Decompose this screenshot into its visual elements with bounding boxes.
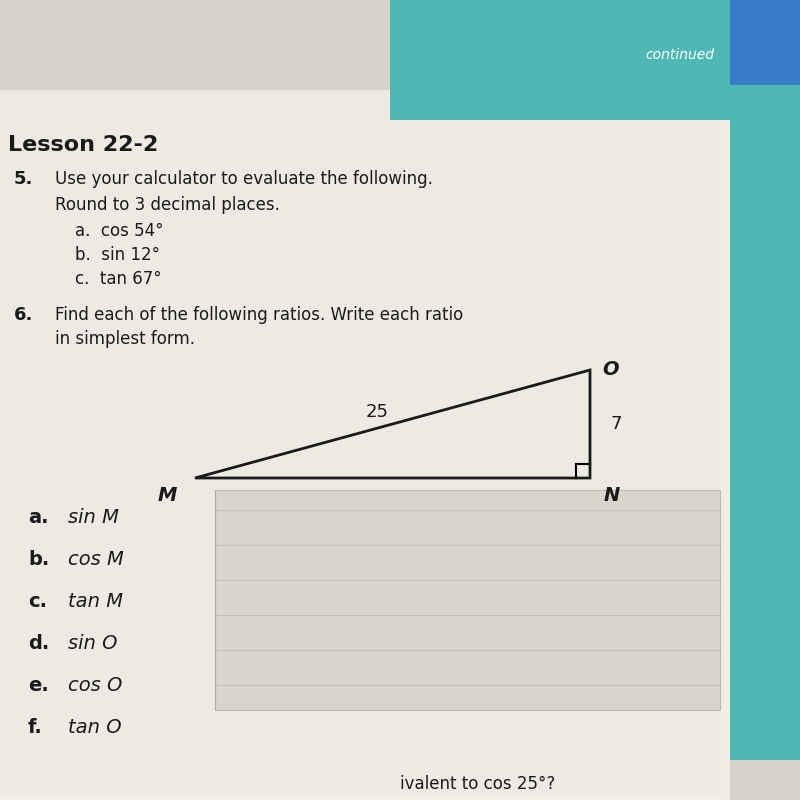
Text: cos O: cos O bbox=[68, 676, 122, 695]
Text: b.: b. bbox=[28, 550, 50, 569]
Text: Round to 3 decimal places.: Round to 3 decimal places. bbox=[55, 196, 280, 214]
Text: 7: 7 bbox=[610, 415, 622, 433]
Text: sin O: sin O bbox=[68, 634, 118, 653]
Text: ivalent to cos 25°?: ivalent to cos 25°? bbox=[400, 775, 555, 793]
Text: 25: 25 bbox=[366, 403, 389, 421]
Text: a.  cos 54°: a. cos 54° bbox=[75, 222, 163, 240]
Text: 6.: 6. bbox=[14, 306, 34, 324]
Text: b.  sin 12°: b. sin 12° bbox=[75, 246, 160, 264]
Text: M: M bbox=[158, 486, 177, 505]
Bar bbox=[0, 90, 720, 795]
Text: Find each of the following ratios. Write each ratio: Find each of the following ratios. Write… bbox=[55, 306, 463, 324]
Text: cos M: cos M bbox=[68, 550, 124, 569]
Text: f.: f. bbox=[28, 718, 42, 737]
Bar bbox=[390, 0, 800, 120]
Bar bbox=[730, 0, 800, 85]
Text: c.  tan 67°: c. tan 67° bbox=[75, 270, 162, 288]
Text: d.: d. bbox=[28, 634, 50, 653]
Text: O: O bbox=[602, 360, 618, 379]
Text: a.: a. bbox=[28, 508, 49, 527]
Text: tan O: tan O bbox=[68, 718, 122, 737]
Bar bbox=[215, 490, 720, 710]
Bar bbox=[0, 90, 730, 800]
Text: continued: continued bbox=[646, 48, 714, 62]
Text: tan M: tan M bbox=[68, 592, 123, 611]
Text: in simplest form.: in simplest form. bbox=[55, 330, 195, 348]
Text: sin M: sin M bbox=[68, 508, 119, 527]
Bar bbox=[730, 80, 800, 760]
Text: c.: c. bbox=[28, 592, 47, 611]
Text: Lesson 22-2: Lesson 22-2 bbox=[8, 135, 158, 155]
Text: e.: e. bbox=[28, 676, 49, 695]
Text: Use your calculator to evaluate the following.: Use your calculator to evaluate the foll… bbox=[55, 170, 433, 188]
Text: 5.: 5. bbox=[14, 170, 34, 188]
Text: N: N bbox=[604, 486, 620, 505]
